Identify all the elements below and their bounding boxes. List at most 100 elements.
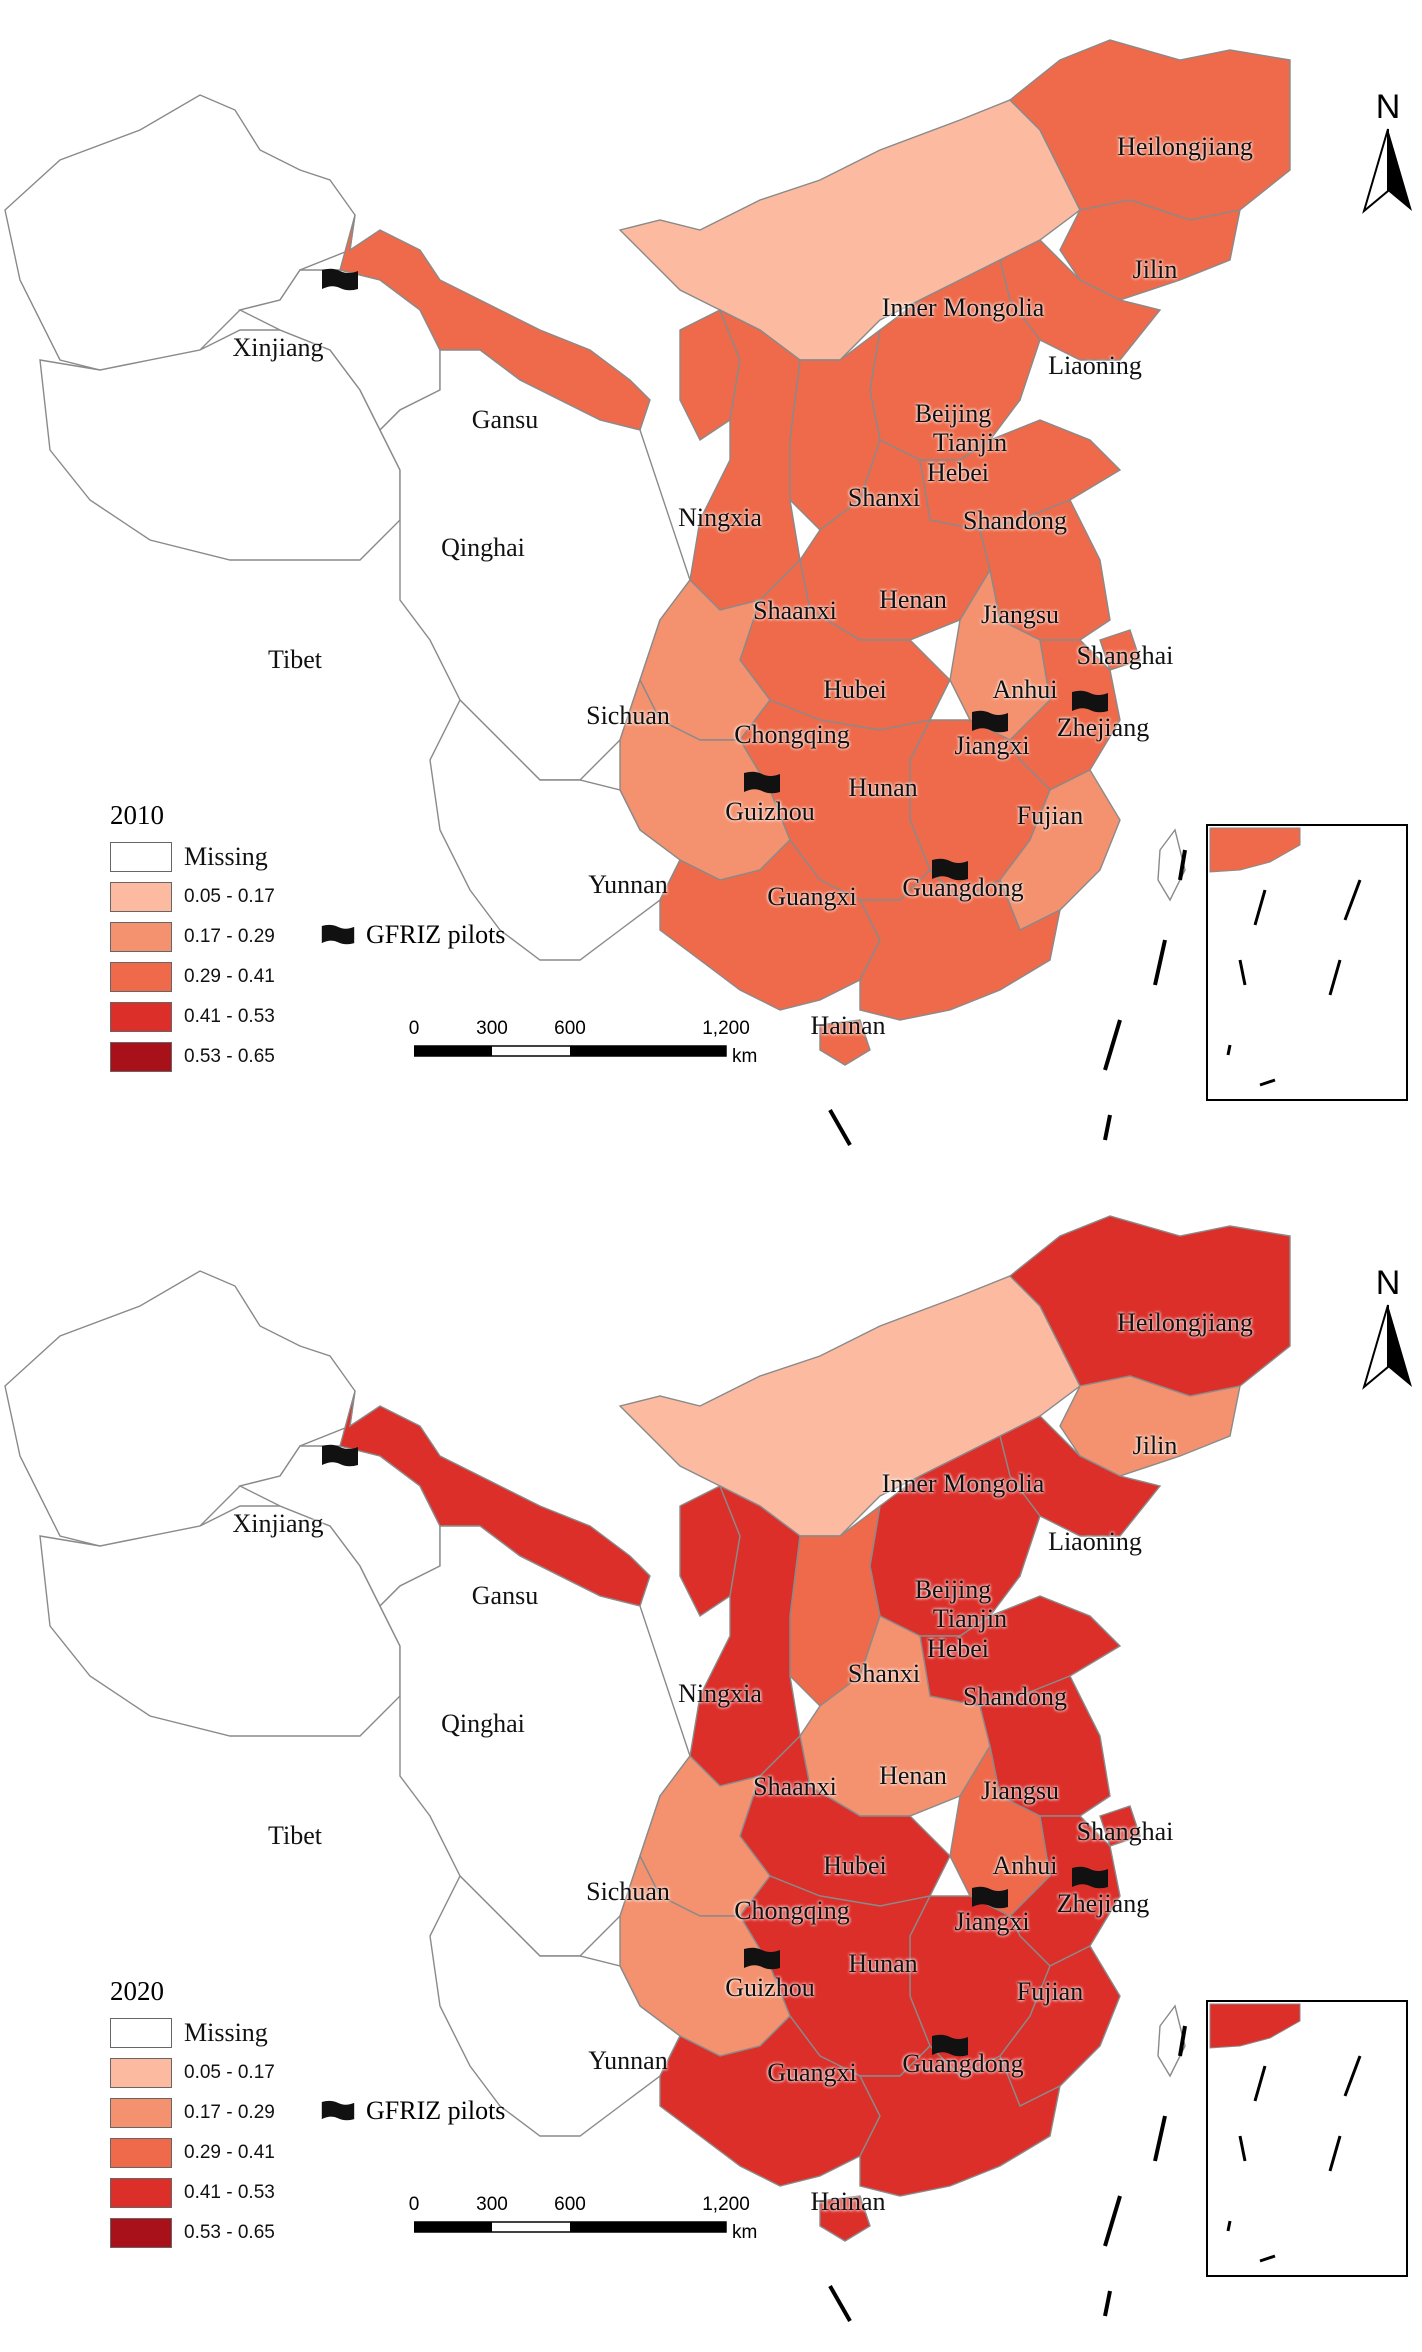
province-jilin: [1059, 1375, 1241, 1477]
boundary-dash: [1178, 849, 1187, 881]
legend-row: 0.53 - 0.65: [110, 1037, 275, 1077]
label-jiangsu: Jiangsu: [981, 1776, 1059, 1805]
boundary-dash: [1178, 2025, 1187, 2057]
north-label: N: [1375, 1264, 1401, 1302]
label-guangxi: Guangxi: [767, 2058, 857, 2087]
label-guizhou: Guizhou: [725, 796, 815, 826]
province-yunnan: [429, 1874, 681, 2137]
label-shanghai: Shanghai: [1076, 1816, 1174, 1846]
label-chongqing: Chongqing: [734, 720, 850, 749]
map-panel-2010: Heilongjiang Jilin Inner Mongolia Liaoning X…: [4, 39, 1414, 1146]
legend-row: Missing: [110, 837, 275, 877]
label-anhui: Anhui: [992, 675, 1058, 704]
inset-boundary-dash: [1238, 2135, 1247, 2162]
inset-boundary-dash: [1253, 889, 1267, 926]
inset-boundary-dash: [1343, 879, 1362, 921]
inset-boundary-dash: [1259, 2254, 1276, 2263]
boundary-dash: [1103, 1114, 1112, 1141]
flag-icon: [1072, 690, 1108, 713]
label-shaanxi: Shaanxi: [753, 1771, 837, 1801]
label-fujian: Fujian: [1016, 801, 1084, 830]
label-beijing: Beijing: [914, 399, 992, 428]
legend-row: 0.41 - 0.53: [110, 997, 275, 1037]
legend-row: 0.53 - 0.65: [110, 2213, 275, 2253]
inset-boundary-dash: [1253, 2065, 1267, 2102]
province-hainan: [819, 2195, 871, 2242]
label-tianjin: Tianjin: [932, 1603, 1008, 1633]
province-hainan: [819, 1019, 871, 1066]
legend-row: Missing: [110, 2013, 275, 2053]
legend-swatch: [110, 2178, 172, 2208]
label-hubei: Hubei: [823, 1851, 887, 1880]
legend-year: 2020: [110, 1976, 164, 2006]
label-hebei: Hebei: [926, 457, 990, 487]
legend-swatch: [110, 2138, 172, 2168]
label-ningxia: Ningxia: [678, 1678, 762, 1708]
scale-tick-label: 0: [408, 1018, 420, 1039]
scale-tick-label: 0: [408, 2194, 420, 2215]
flag-icon: [972, 710, 1008, 733]
scale-tick-label: 600: [554, 2194, 586, 2215]
label-jiangxi: Jiangxi: [954, 1906, 1030, 1936]
label-tibet: Tibet: [268, 645, 322, 674]
inset-boundary-dash: [1259, 1078, 1276, 1087]
legend-label: Missing: [184, 2018, 268, 2047]
province-shanghai: [1099, 629, 1141, 671]
label-shandong: Shandong: [963, 505, 1067, 535]
label-henan: Henan: [879, 585, 947, 614]
legend: 2020 Missing 0.05 - 0.17 0.17 - 0.29 0.29 - …: [110, 1976, 275, 2253]
label-liaoning: Liaoning: [1048, 1527, 1142, 1556]
legend-label: 0.29 - 0.41: [184, 2142, 275, 2163]
legend: 2010 Missing 0.05 - 0.17 0.17 - 0.29 0.29 - …: [110, 800, 275, 1077]
island-taiwan: [1157, 828, 1186, 902]
boundary-dash: [828, 2285, 852, 2322]
scale-bar-graphic: [413, 2221, 727, 2233]
label-shanxi: Shanxi: [847, 483, 921, 512]
province-jilin: [1059, 199, 1241, 301]
scale-unit: km: [732, 1046, 758, 1067]
legend-label: 0.17 - 0.29: [184, 926, 275, 947]
flag-icon: [321, 2100, 355, 2121]
boundary-dash: [1103, 1019, 1122, 1071]
label-jilin: Jilin: [1132, 1431, 1178, 1460]
province-guangdong: [858, 869, 1061, 1021]
label-shandong: Shandong: [963, 1681, 1067, 1711]
inset-mainland: [1209, 827, 1301, 873]
inset-boundary-dash: [1238, 959, 1247, 986]
legend-row: 0.17 - 0.29: [110, 2093, 275, 2133]
legend-label: 0.53 - 0.65: [184, 1046, 275, 1067]
label-tibet: Tibet: [268, 1821, 322, 1850]
label-henan: Henan: [879, 1761, 947, 1790]
label-xinjiang: Xinjiang: [232, 1509, 324, 1538]
boundary-dash: [1103, 2290, 1112, 2317]
flag-icon: [1072, 1866, 1108, 1889]
legend-label: Missing: [184, 842, 268, 871]
boundary-dash: [1153, 939, 1167, 986]
province-xinjiang: [4, 1270, 356, 1547]
legend-row: 0.17 - 0.29: [110, 917, 275, 957]
inset-boundary-dash: [1328, 2135, 1342, 2172]
label-guizhou: Guizhou: [725, 1972, 815, 2002]
legend-swatch: [110, 2218, 172, 2248]
scale-tick-label: 300: [476, 1018, 508, 1039]
label-jiangxi: Jiangxi: [954, 730, 1030, 760]
scale-tick-label: 1,200: [702, 1018, 750, 1039]
label-jilin: Jilin: [1132, 255, 1178, 284]
north-arrow: N: [1362, 88, 1414, 222]
north-arrow: N: [1362, 1264, 1414, 1398]
flag-icon: [972, 1886, 1008, 1909]
label-sichuan: Sichuan: [586, 700, 670, 730]
label-qinghai: Qinghai: [441, 1708, 525, 1738]
legend-row: 0.05 - 0.17: [110, 877, 275, 917]
scale-tick-label: 1,200: [702, 2194, 750, 2215]
scale-tick-label: 300: [476, 2194, 508, 2215]
boundary-dash: [828, 1109, 852, 1146]
inset-boundary-dash: [1226, 2220, 1232, 2232]
legend-pilots: GFRIZ pilots: [320, 2096, 505, 2126]
china-map: [4, 1215, 1408, 2322]
label-zhejiang: Zhejiang: [1056, 712, 1150, 742]
province-guangdong: [858, 2045, 1061, 2197]
label-yunnan: Yunnan: [588, 870, 668, 899]
legend-label: 0.41 - 0.53: [184, 1006, 275, 1027]
legend-pilots: GFRIZ pilots: [320, 920, 505, 950]
